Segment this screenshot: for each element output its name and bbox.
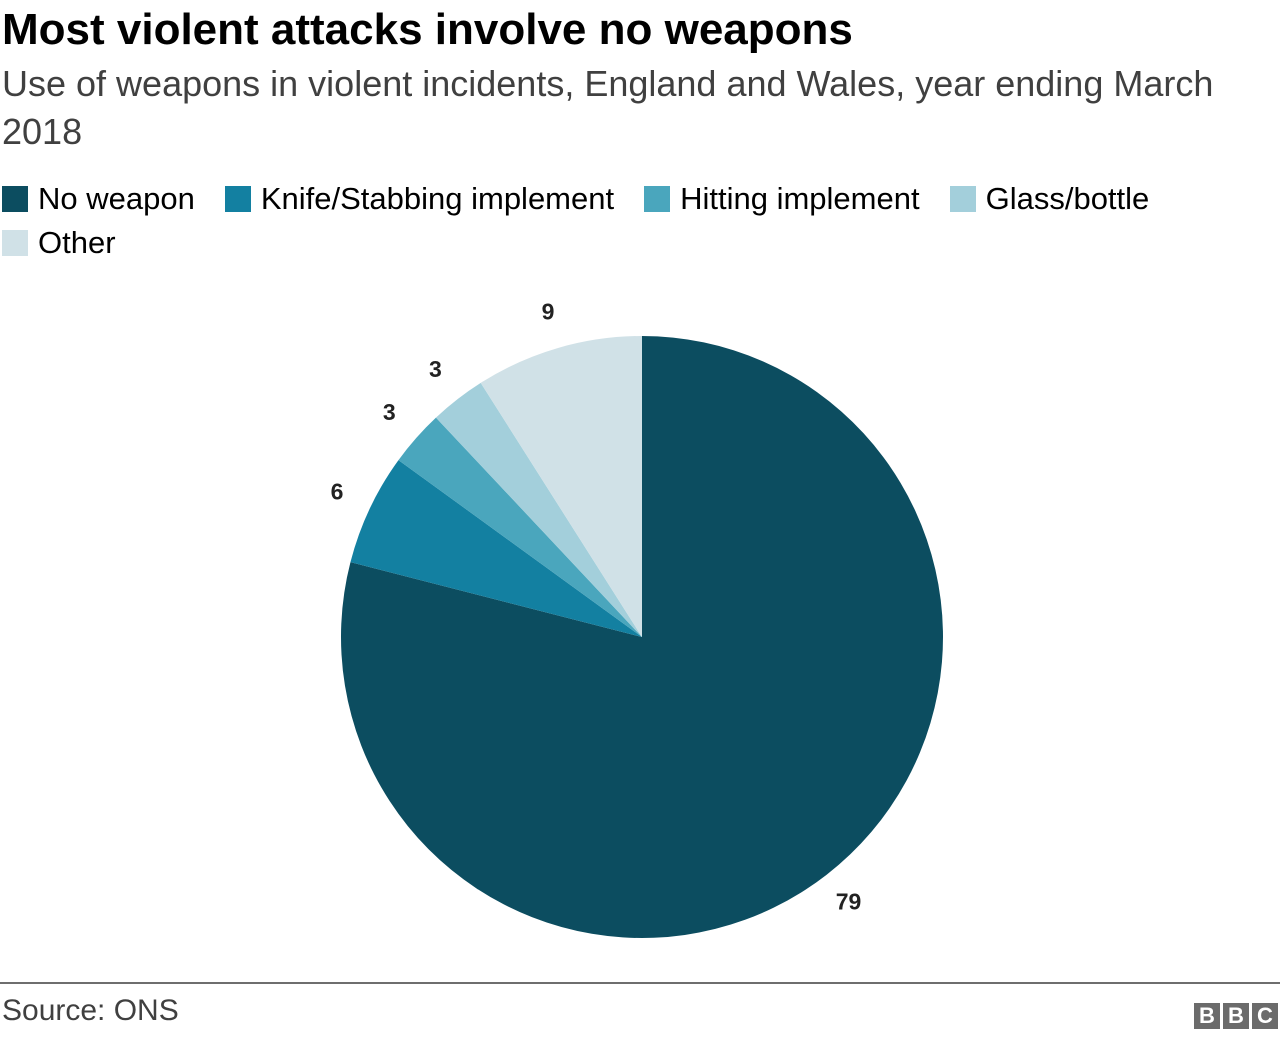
data-label-no-weapon: 79 [836,888,862,914]
legend-label: No weapon [38,181,195,216]
pie-slice-knife-stabbing-implement [350,460,642,637]
legend-item-glass-bottle: Glass/bottle [949,181,1150,217]
legend-item-other: Other [2,225,116,261]
legend-swatch [2,186,28,212]
data-label-knife-stabbing-implement: 6 [331,479,344,505]
footer-divider [0,982,1280,984]
bbc-logo-letter: C [1252,1003,1278,1029]
legend-item-hitting-implement: Hitting implement [644,181,920,217]
legend-swatch [644,186,671,212]
legend-item-knife-stabbing-implement: Knife/Stabbing implement [224,181,615,217]
legend-swatch [224,186,251,212]
legend-item-no-weapon: No weapon [2,181,195,217]
pie-slice-hitting-implement [398,417,642,637]
legend-label: Glass/bottle [985,181,1150,216]
data-label-other: 9 [542,298,555,324]
chart-title: Most violent attacks involve no weapons [2,5,853,54]
legend-swatch [2,230,28,256]
pie-chart: 79 6 3 3 9 [331,298,943,938]
data-label-glass-bottle: 3 [429,356,442,382]
legend-label: Hitting implement [680,181,920,216]
legend-label: Other [38,225,116,260]
pie-slice-glass-bottle [435,382,642,637]
chart-subtitle: Use of weapons in violent incidents, Eng… [2,63,1214,152]
bbc-logo-letter: B [1194,1003,1220,1029]
source-note: Source: ONS [2,994,179,1027]
data-label-hitting-implement: 3 [383,399,396,425]
bbc-logo-letter: B [1223,1003,1249,1029]
legend-label: Knife/Stabbing implement [260,181,615,216]
pie-slice-other [480,336,642,637]
legend-swatch [949,186,976,212]
chart-legend: No weapon Knife/Stabbing implement Hitting… [2,181,1242,261]
